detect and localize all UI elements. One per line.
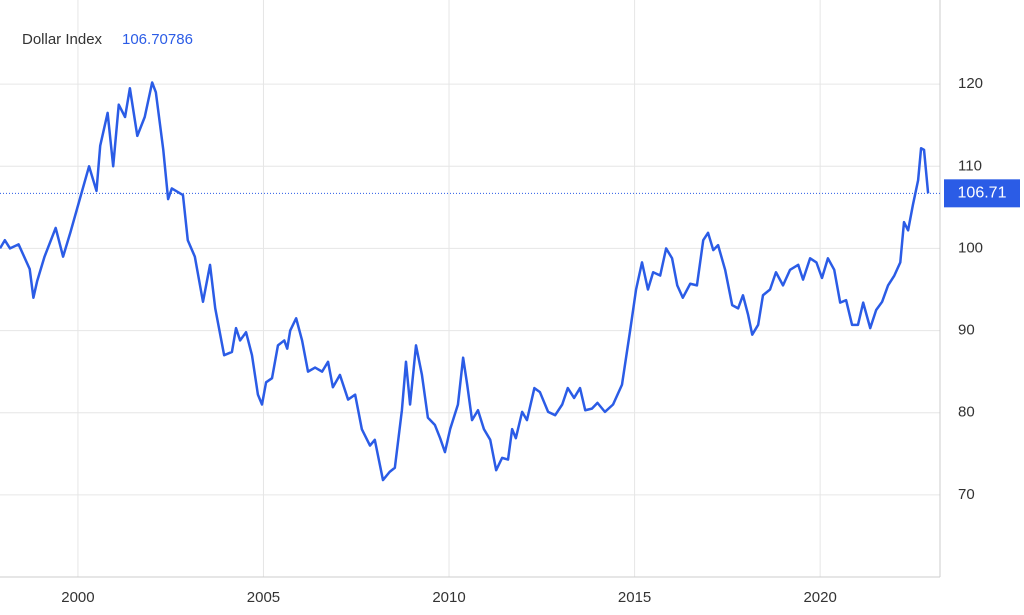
- x-tick-label: 2020: [803, 589, 836, 606]
- current-value: 106.70786: [122, 31, 193, 48]
- x-tick-label: 2015: [618, 589, 651, 606]
- y-tick-label: 100: [958, 239, 983, 256]
- y-tick-label: 110: [958, 157, 982, 174]
- x-tick-label: 2000: [61, 589, 94, 606]
- x-tick-label: 2005: [247, 589, 280, 606]
- current-value-label: 106.71: [958, 185, 1007, 202]
- y-tick-label: 90: [958, 322, 975, 339]
- y-tick-label: 70: [958, 486, 975, 503]
- x-tick-label: 2010: [432, 589, 465, 606]
- data-line: [0, 81, 930, 482]
- y-tick-label: 120: [958, 75, 983, 92]
- current-value-box: [944, 179, 1020, 208]
- y-tick-label: 80: [958, 404, 975, 421]
- chart-title: Dollar Index: [22, 31, 103, 48]
